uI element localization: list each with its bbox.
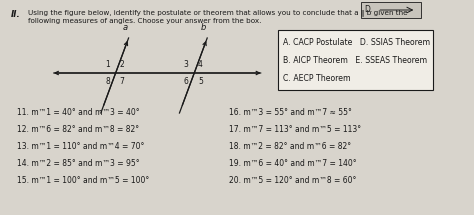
Text: 15. m™1 = 100° and m™5 = 100°: 15. m™1 = 100° and m™5 = 100°	[17, 176, 149, 185]
Text: II.: II.	[11, 10, 21, 19]
Text: 14. m™2 = 85° and m™3 = 95°: 14. m™2 = 85° and m™3 = 95°	[17, 159, 139, 168]
Text: 16. m™3 = 55° and m™7 ≈ 55°: 16. m™3 = 55° and m™7 ≈ 55°	[229, 108, 352, 117]
Text: 2: 2	[119, 60, 124, 69]
Text: following measures of angles. Choose your answer from the box.: following measures of angles. Choose you…	[28, 18, 261, 24]
Text: 7: 7	[119, 77, 124, 86]
FancyBboxPatch shape	[361, 2, 421, 18]
Text: B. AICP Theorem   E. SSEAS Theorem: B. AICP Theorem E. SSEAS Theorem	[283, 56, 427, 65]
Text: 8: 8	[105, 77, 110, 86]
Text: a: a	[122, 23, 128, 32]
Text: A. CACP Postulate   D. SSIAS Theorem: A. CACP Postulate D. SSIAS Theorem	[283, 38, 430, 47]
Text: 17. m™7 = 113° and m™5 = 113°: 17. m™7 = 113° and m™5 = 113°	[229, 125, 362, 134]
Text: 1: 1	[105, 60, 110, 69]
Text: 6: 6	[184, 77, 189, 86]
Text: Using the figure below, identify the postulate or theorem that allows you to con: Using the figure below, identify the pos…	[28, 9, 407, 16]
Text: D.: D.	[365, 6, 373, 14]
Text: 20. m™5 = 120° and m™8 = 60°: 20. m™5 = 120° and m™8 = 60°	[229, 176, 357, 185]
Text: 19. m™6 = 40° and m™7 = 140°: 19. m™6 = 40° and m™7 = 140°	[229, 159, 357, 168]
Text: 3: 3	[184, 60, 189, 69]
Text: 18. m™2 = 82° and m™6 = 82°: 18. m™2 = 82° and m™6 = 82°	[229, 142, 352, 151]
Text: C. AECP Theorem: C. AECP Theorem	[283, 74, 351, 83]
Text: 4: 4	[198, 60, 203, 69]
Text: 12. m™6 = 82° and m™8 = 82°: 12. m™6 = 82° and m™8 = 82°	[17, 125, 139, 134]
Bar	[277, 30, 433, 90]
Text: 11. m™1 = 40° and m™3 = 40°: 11. m™1 = 40° and m™3 = 40°	[17, 108, 139, 117]
Text: 5: 5	[198, 77, 203, 86]
Text: 13. m™1 = 110° and m™4 = 70°: 13. m™1 = 110° and m™4 = 70°	[17, 142, 144, 151]
Text: b: b	[201, 23, 206, 32]
